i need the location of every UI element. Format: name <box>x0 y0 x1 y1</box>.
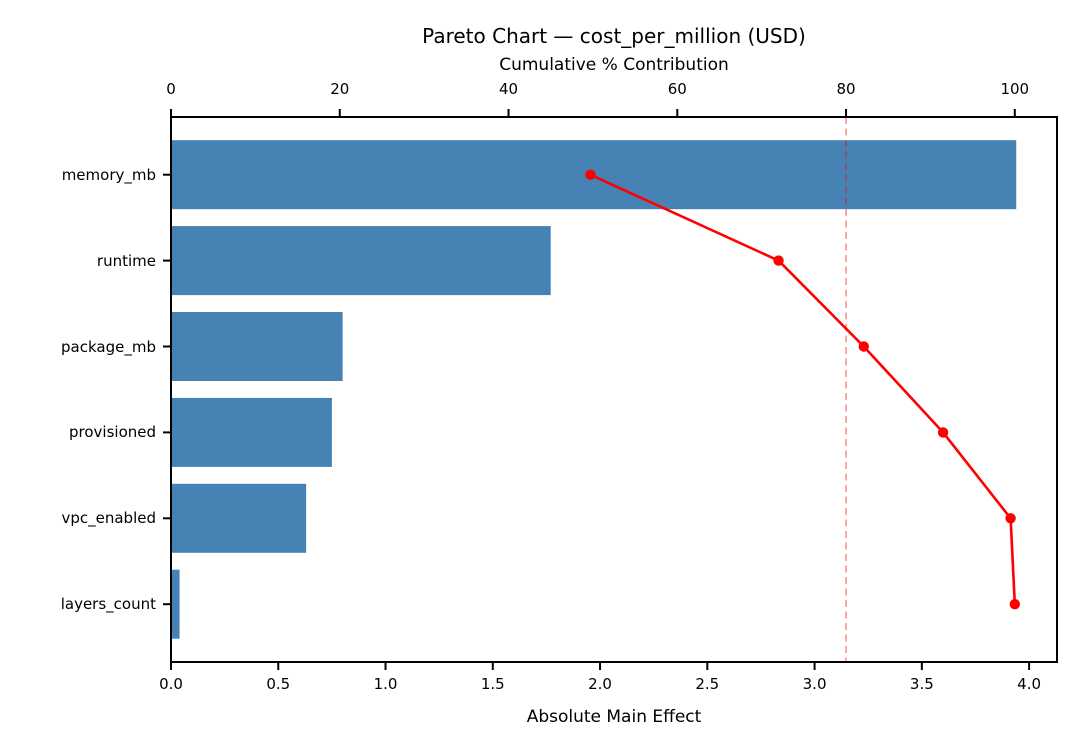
top-tick-label: 0 <box>166 80 176 98</box>
cumulative-line <box>589 173 1017 605</box>
bar-runtime <box>171 226 551 296</box>
category-label-layers_count: layers_count <box>60 595 156 614</box>
bottom-tick-label: 3.0 <box>802 675 827 693</box>
category-label-package_mb: package_mb <box>61 337 156 356</box>
cumulative-point-runtime <box>773 255 784 266</box>
category-label-memory_mb: memory_mb <box>61 165 156 184</box>
bottom-tick-label: 3.5 <box>909 675 934 693</box>
bottom-tick-label: 1.5 <box>480 675 505 693</box>
top-tick-label: 100 <box>1000 80 1030 98</box>
bar-package_mb <box>171 312 343 381</box>
bar-layers_count <box>171 569 180 639</box>
bottom-tick-label: 1.0 <box>373 675 398 693</box>
cumulative-point-layers_count <box>1009 599 1021 610</box>
category-label-vpc_enabled: vpc_enabled <box>61 509 156 528</box>
top-tick-label: 80 <box>836 80 856 98</box>
cumulative-point-vpc_enabled <box>1005 513 1016 524</box>
bottom-tick-label: 0.0 <box>159 675 183 693</box>
bar-provisioned <box>171 397 332 467</box>
cumulative-point-memory_mb <box>585 169 596 180</box>
chart-title: Pareto Chart — cost_per_million (USD) <box>422 24 806 48</box>
bottom-tick-label: 2.0 <box>588 675 612 693</box>
bar-vpc_enabled <box>171 483 307 553</box>
top-tick-label: 60 <box>667 80 687 98</box>
bottom-tick-label: 0.5 <box>266 675 291 693</box>
bottom-tick-label: 2.5 <box>695 675 720 693</box>
cumulative-point-provisioned <box>937 427 949 438</box>
bottom-tick-label: 4.0 <box>1017 675 1042 693</box>
bottom-axis-label: Absolute Main Effect <box>526 707 702 727</box>
axes-spines <box>170 116 1058 663</box>
category-label-runtime: runtime <box>96 251 156 270</box>
top-tick-label: 40 <box>498 80 519 98</box>
category-label-provisioned: provisioned <box>69 423 156 442</box>
cumulative-point-package_mb <box>858 341 869 352</box>
top-axis-label: Cumulative % Contribution <box>499 55 729 75</box>
top-tick-label: 20 <box>330 80 350 98</box>
